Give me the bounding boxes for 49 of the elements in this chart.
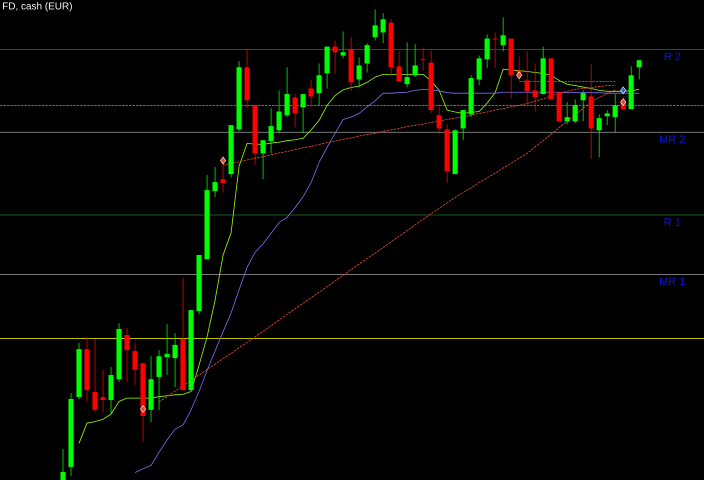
point	[620, 98, 626, 106]
candlestick	[316, 63, 322, 106]
candlestick	[492, 32, 498, 69]
candlestick	[332, 40, 338, 74]
candlestick	[276, 90, 282, 134]
candlestick	[156, 350, 162, 410]
candlestick	[436, 103, 442, 134]
candlestick	[284, 66, 290, 118]
candlestick	[124, 328, 130, 382]
chart-title: FD, cash (EUR)	[3, 2, 72, 12]
candlestick	[340, 31, 346, 59]
point	[140, 405, 146, 413]
candlestick	[612, 94, 618, 133]
candlestick	[212, 166, 218, 198]
candlestick	[92, 338, 98, 413]
candlestick	[412, 44, 418, 78]
candlestick	[372, 9, 378, 41]
candlestick	[564, 102, 570, 125]
candlestick	[292, 94, 298, 128]
candlestick	[172, 332, 178, 388]
candlestick	[572, 98, 578, 124]
ref-line-label: R 1	[664, 218, 680, 226]
candlestick	[132, 342, 138, 386]
candlestick	[356, 57, 362, 88]
candlestick	[100, 370, 106, 413]
candlestick	[308, 79, 314, 107]
candlestick	[364, 42, 370, 73]
candlestick	[268, 108, 274, 154]
candlestick	[396, 50, 402, 82]
candlestick	[596, 114, 602, 158]
candlestick	[580, 90, 586, 122]
candlestick	[260, 140, 266, 180]
candlestick	[636, 60, 642, 80]
candlestick	[380, 12, 386, 44]
candlestick	[404, 42, 410, 88]
candlestick	[500, 17, 506, 52]
point	[620, 86, 626, 94]
candlestick	[460, 110, 466, 141]
point	[220, 156, 226, 164]
candlestick	[524, 50, 530, 105]
ref-line-label: MR 1	[660, 278, 685, 286]
point	[516, 72, 522, 80]
candlestick	[476, 55, 482, 86]
ref-line-label: R 2	[664, 52, 680, 60]
candlestick	[484, 34, 490, 69]
ref-line-label: MR 2	[660, 135, 685, 144]
candlestick	[60, 448, 66, 480]
candlestick	[532, 63, 538, 112]
candlestick	[300, 94, 306, 134]
